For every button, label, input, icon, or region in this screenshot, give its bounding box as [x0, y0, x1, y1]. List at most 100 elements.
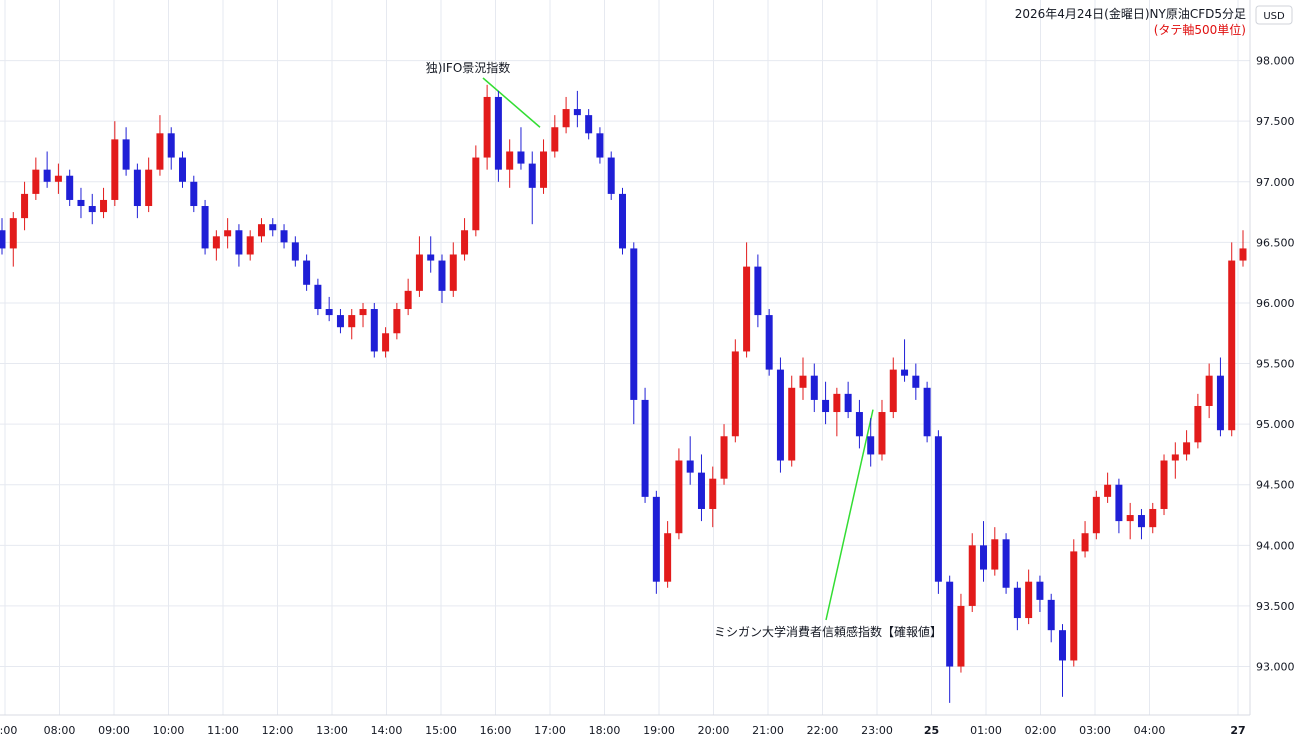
candle-body	[1205, 375, 1213, 406]
candle	[472, 145, 480, 237]
candle	[540, 139, 548, 194]
candle	[1194, 393, 1202, 449]
price-tick-label: 93.500	[1256, 600, 1295, 613]
candle	[968, 533, 976, 612]
candle	[754, 254, 762, 328]
candle-body	[889, 369, 897, 413]
candle	[32, 157, 40, 200]
candle	[1104, 472, 1112, 503]
candle	[224, 218, 232, 249]
candle	[1149, 502, 1157, 534]
candle-body	[506, 151, 514, 170]
candle-body	[731, 351, 739, 437]
candle	[822, 381, 830, 425]
candle	[291, 236, 299, 267]
currency-button[interactable]: USD	[1255, 5, 1293, 25]
candle	[133, 163, 141, 219]
candle	[709, 466, 717, 528]
candle-body	[1239, 248, 1247, 261]
candle	[494, 90, 502, 182]
candle	[122, 127, 130, 176]
candle-body	[720, 436, 728, 479]
candle-body	[179, 157, 187, 182]
candle-body	[968, 545, 976, 606]
candle-body	[844, 393, 852, 413]
candle-body	[461, 230, 469, 255]
candle-body	[697, 472, 705, 509]
candle	[506, 139, 514, 188]
candle	[280, 224, 288, 249]
candle	[731, 339, 739, 443]
candle	[303, 254, 311, 291]
candle-body	[641, 399, 649, 497]
candle	[652, 490, 660, 594]
candle-body	[415, 254, 423, 291]
candle-body	[201, 206, 209, 249]
candle	[88, 193, 96, 225]
candle-body	[1149, 508, 1157, 528]
candle	[686, 436, 694, 485]
candle	[359, 302, 367, 328]
candle	[167, 127, 175, 170]
time-tick-label: 25	[924, 724, 939, 737]
candle-body	[788, 387, 796, 461]
candle-body	[1160, 460, 1168, 509]
time-tick-label: 11:00	[207, 724, 239, 737]
candle	[1137, 508, 1145, 540]
currency-button-frame[interactable]	[1255, 5, 1293, 25]
candle-body	[562, 109, 570, 128]
candle	[596, 127, 604, 164]
candle-body	[167, 133, 175, 158]
time-axis[interactable]: 7:00 08:00 09:00 10:00 11:00 12:00 13:00 14:00 1…	[0, 724, 1246, 737]
candle	[336, 309, 344, 334]
candle	[776, 357, 784, 473]
candle	[1013, 581, 1021, 631]
candle-body	[573, 109, 581, 116]
time-tick-label: 09:00	[98, 724, 130, 737]
candle-body	[517, 151, 525, 164]
candle	[1047, 593, 1055, 643]
time-tick-label: 03:00	[1079, 724, 1111, 737]
chart-title: 2026年4月24日(金曜日)NY原油CFD5分足	[1015, 6, 1246, 21]
candle-body	[472, 157, 480, 231]
candle-body	[314, 284, 322, 310]
candle	[630, 242, 638, 425]
time-tick-label: 22:00	[807, 724, 839, 737]
candle-body	[1183, 442, 1191, 455]
time-tick-label: 14:00	[371, 724, 403, 737]
candle-body	[1081, 533, 1089, 552]
candle-body	[449, 254, 457, 291]
candle-body	[370, 309, 378, 352]
candle	[528, 151, 536, 225]
candle-body	[912, 375, 920, 388]
candle	[912, 363, 920, 400]
price-axis[interactable]: 98.000 97.500 97.000 96.500 96.000 95.500 95.0…	[1256, 55, 1295, 674]
candle-body	[619, 193, 626, 249]
candle-body	[630, 248, 638, 400]
time-tick-label: 17:00	[534, 724, 566, 737]
candle-body	[0, 230, 6, 249]
candle-body	[799, 375, 807, 388]
candle-body	[810, 375, 818, 400]
candle-body	[1002, 539, 1010, 588]
time-tick-label: 27	[1230, 724, 1245, 737]
candle	[1205, 363, 1213, 419]
time-tick-label: 23:00	[861, 724, 893, 737]
candle	[370, 302, 378, 358]
candle-body	[1036, 581, 1044, 600]
grid-lines	[0, 0, 1250, 715]
candle-body	[100, 199, 108, 213]
candle-body	[145, 169, 153, 207]
candle	[867, 418, 875, 467]
price-tick-label: 95.000	[1256, 418, 1295, 431]
currency-label[interactable]: USD	[1263, 11, 1285, 22]
candle	[1036, 575, 1044, 612]
candle-body	[1126, 515, 1134, 522]
candle	[212, 230, 220, 261]
candle	[833, 387, 841, 437]
annotation-label: 独)IFO景況指数	[426, 60, 511, 75]
candle-body	[743, 266, 751, 352]
candle	[1239, 230, 1247, 267]
candle-body	[686, 460, 694, 473]
